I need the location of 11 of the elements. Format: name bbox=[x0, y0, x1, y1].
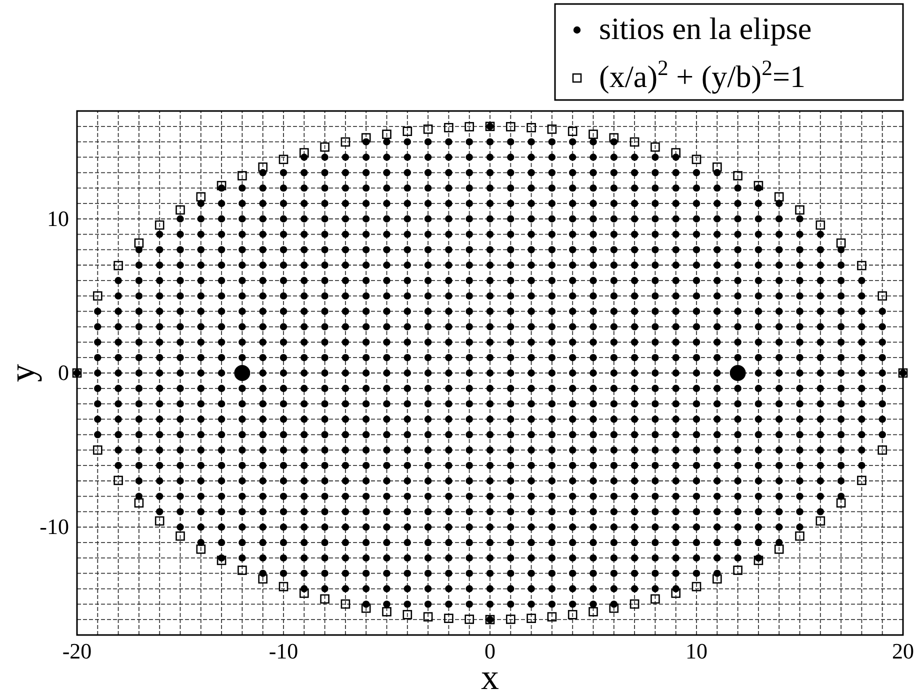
x-tick-label: -10 bbox=[268, 638, 298, 664]
legend-label: (x/a)$^{2}$ + (y/b)$^{2}$=1 bbox=[599, 56, 806, 94]
y-axis-title: y bbox=[2, 364, 42, 382]
x-tick-label: 0 bbox=[484, 638, 496, 664]
y-tick-label: -10 bbox=[40, 514, 69, 540]
y-tick-label: 10 bbox=[47, 206, 69, 231]
x-tick-label: 20 bbox=[892, 638, 914, 664]
legend-label: sitios en la elipse bbox=[599, 11, 812, 46]
x-tick-label: -20 bbox=[62, 638, 92, 664]
x-tick-label: 10 bbox=[686, 638, 708, 664]
y-tick-label: 0 bbox=[58, 360, 69, 386]
